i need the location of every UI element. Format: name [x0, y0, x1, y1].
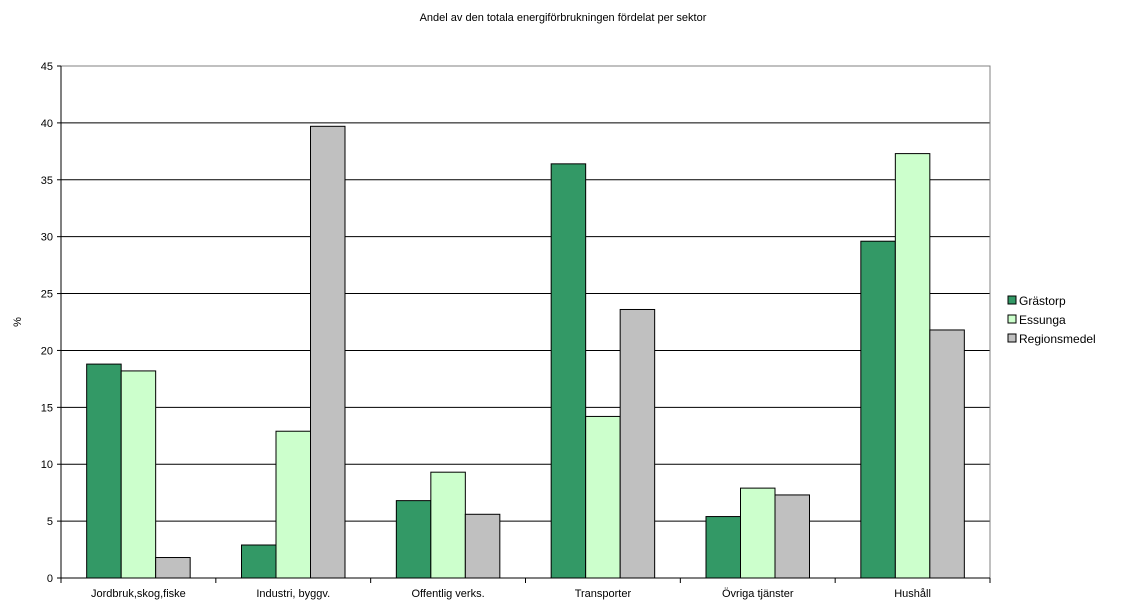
bar-gr-storp — [242, 545, 277, 578]
grid-lines — [61, 66, 990, 521]
axes — [61, 66, 990, 578]
bar-gr-storp — [861, 241, 896, 578]
bar-essunga — [741, 488, 776, 578]
x-category-label: Övriga tjänster — [722, 588, 794, 600]
y-tick-label: 15 — [41, 402, 53, 414]
bar-regionsmedel — [620, 309, 655, 578]
bar-regionsmedel — [156, 558, 191, 578]
y-tick-label: 20 — [41, 345, 53, 357]
bar-essunga — [586, 416, 621, 578]
y-axis-label: % — [12, 317, 24, 327]
y-tick-label: 40 — [41, 118, 53, 130]
x-category-label: Hushåll — [894, 588, 931, 600]
bar-essunga — [121, 371, 155, 578]
y-tick-label: 0 — [47, 573, 53, 585]
y-tick-label: 10 — [41, 459, 53, 471]
x-category-label: Offentlig verks. — [411, 588, 484, 600]
legend: Grästorp Essunga Regionsmedel — [1008, 294, 1096, 346]
bar-regionsmedel — [311, 126, 346, 578]
legend-label: Grästorp — [1019, 294, 1066, 308]
bar-gr-storp — [87, 364, 122, 578]
y-tick-label: 25 — [41, 289, 53, 301]
bars — [87, 126, 965, 578]
y-tick-label: 35 — [41, 175, 53, 187]
y-tick-label: 45 — [41, 61, 53, 73]
x-category-label: Jordbruk,skog,fiske — [91, 588, 186, 600]
plot-area-border — [61, 66, 990, 578]
legend-label: Regionsmedel — [1019, 332, 1096, 346]
bar-essunga — [431, 472, 466, 578]
x-axis-categories: Jordbruk,skog,fiske Industri, byggv. Offen… — [61, 578, 990, 600]
bar-regionsmedel — [465, 514, 500, 578]
y-tick-label: 5 — [47, 516, 53, 528]
x-category-label: Industri, byggv. — [256, 588, 330, 600]
x-category-label: Transporter — [575, 588, 632, 600]
legend-swatch — [1008, 296, 1016, 304]
y-axis-ticks: 0 5 10 15 20 25 30 35 40 45 — [41, 61, 61, 585]
bar-regionsmedel — [930, 330, 965, 578]
legend-swatch — [1008, 334, 1016, 342]
bar-gr-storp — [396, 501, 431, 578]
legend-label: Essunga — [1019, 313, 1066, 327]
bar-essunga — [895, 154, 930, 578]
bar-essunga — [276, 431, 311, 578]
legend-swatch — [1008, 315, 1016, 323]
chart-title: Andel av den totala energiförbrukningen … — [420, 12, 707, 24]
y-tick-label: 30 — [41, 232, 53, 244]
bar-gr-storp — [551, 164, 586, 578]
bar-regionsmedel — [775, 495, 810, 578]
bar-gr-storp — [706, 517, 741, 578]
